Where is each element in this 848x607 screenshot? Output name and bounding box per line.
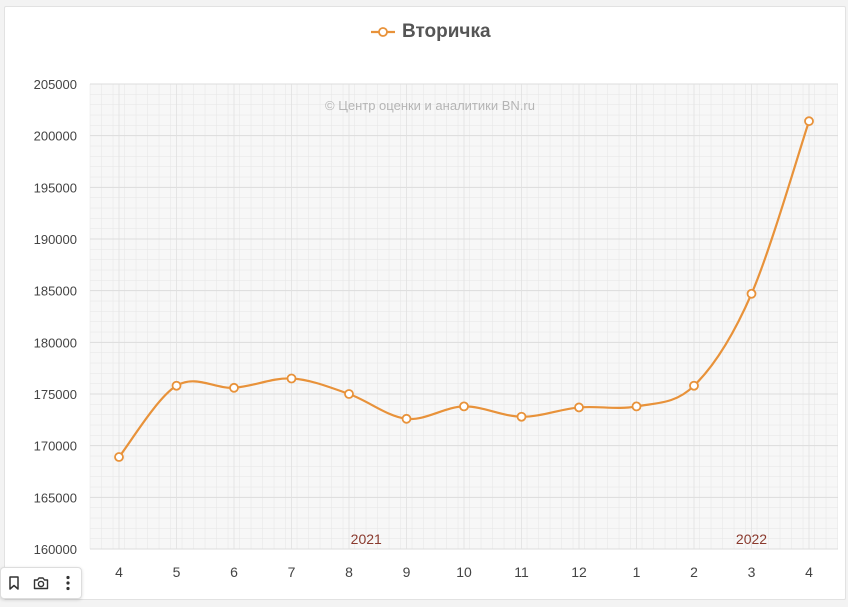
data-point [114,452,124,462]
image-toolbar [0,567,82,599]
major-grid [90,83,838,550]
data-point [286,373,297,384]
more-button[interactable] [57,572,79,594]
y-tick-label: 175000 [34,387,77,402]
x-tick-label: 4 [115,564,123,580]
y-tick-label: 205000 [34,77,77,92]
y-tick-label: 170000 [34,439,77,454]
data-point [401,413,412,424]
data-point [689,380,699,391]
x-tick-label: 5 [173,564,181,580]
x-tick-label: 9 [403,564,411,580]
camera-icon [33,577,49,590]
y-tick-label: 185000 [34,284,77,299]
y-tick-label: 160000 [34,542,77,557]
x-tick-label: 4 [805,564,813,580]
x-tick-label: 2 [690,564,698,580]
x-tick-label: 6 [230,564,238,580]
watermark-text: © Центр оценки и аналитики BN.ru [325,98,535,113]
data-point [459,401,469,412]
y-axis-ticks: 160000 165000 170000 175000 180000 185000 1900… [34,77,77,557]
x-tick-label: 8 [345,564,353,580]
bookmark-icon [9,576,20,590]
x-axis-ticks: 4 5 6 7 8 9 10 11 12 1 2 3 4 [115,564,813,580]
data-point [344,389,354,399]
legend-marker-icon [371,27,395,37]
year-labels: 2021 2022 [351,531,768,547]
y-tick-label: 165000 [34,490,77,505]
data-point [804,116,814,127]
x-tick-label: 12 [571,564,587,580]
x-tick-label: 10 [456,564,472,580]
data-point [171,380,182,391]
data-point [574,402,584,413]
data-point [516,411,527,422]
screenshot-button[interactable] [30,572,52,594]
data-point [746,288,757,299]
y-tick-label: 180000 [34,335,77,350]
x-tick-label: 1 [633,564,641,580]
more-vertical-icon [66,575,70,591]
x-tick-label: 11 [514,564,529,580]
data-point [631,401,642,412]
y-tick-label: 200000 [34,129,77,144]
year-label: 2021 [351,531,382,547]
data-point [229,382,239,393]
y-tick-label: 190000 [34,232,77,247]
legend[interactable]: Вторичка [370,20,491,44]
year-label: 2022 [736,531,767,547]
data-points [114,116,814,462]
x-tick-label: 3 [748,564,756,580]
y-tick-label: 195000 [34,180,77,195]
x-tick-label: 7 [288,564,296,580]
bookmark-button[interactable] [3,572,25,594]
legend-label: Вторичка [402,21,491,42]
